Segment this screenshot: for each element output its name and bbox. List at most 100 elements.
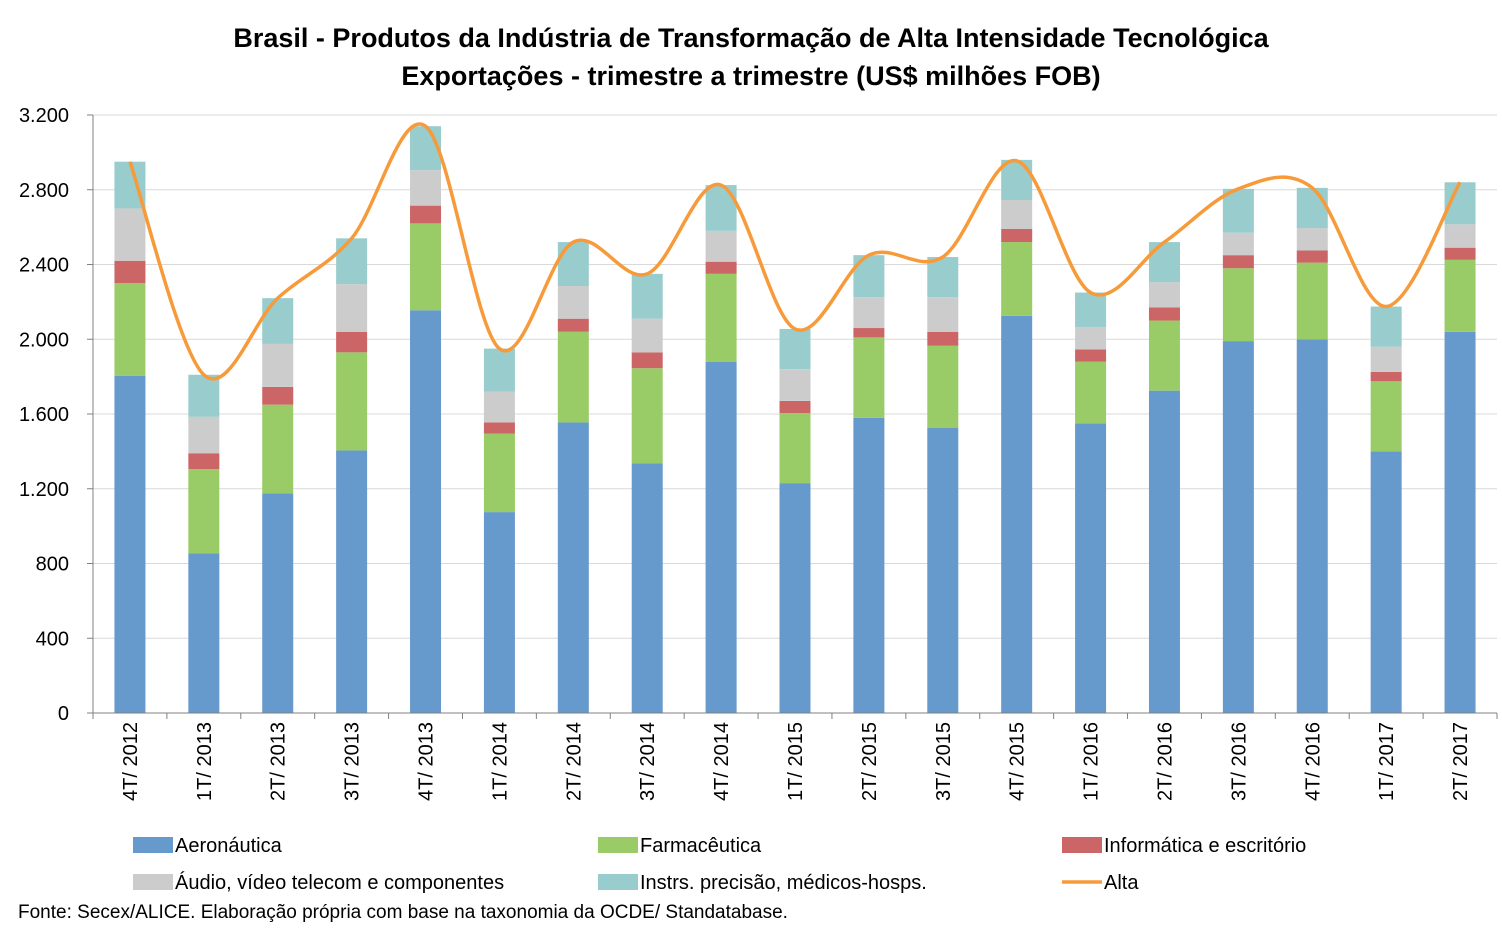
legend-swatch <box>133 874 173 890</box>
bar-segment <box>1075 423 1107 713</box>
bar-segment <box>114 260 146 284</box>
x-tick-label: 1T/ 2016 <box>1081 722 1103 801</box>
bar-segment <box>1222 341 1254 713</box>
bar-segment <box>557 422 589 713</box>
bar-segment <box>779 483 811 713</box>
bar-segment <box>1444 247 1476 260</box>
bar-segment <box>410 223 442 311</box>
bar-segment <box>557 285 589 319</box>
bar-segment <box>779 400 811 414</box>
bar-segment <box>1001 159 1033 201</box>
bar-segment <box>1370 346 1402 372</box>
x-tick-label: 3T/ 2014 <box>637 722 659 801</box>
bar-segment <box>262 298 294 344</box>
alta-line <box>128 122 1462 381</box>
x-tick-label: 4T/ 2015 <box>1007 722 1029 801</box>
bar-segment <box>336 331 368 353</box>
bar-segment <box>927 428 959 713</box>
bar-segment <box>927 257 959 298</box>
bar-segment <box>853 337 885 418</box>
bar-segment <box>114 375 146 713</box>
x-tick-label: 2T/ 2017 <box>1450 722 1472 801</box>
bar-segment <box>779 413 811 484</box>
x-tick-label: 2T/ 2014 <box>563 722 585 801</box>
bar-segment <box>410 126 442 171</box>
bar-segment <box>1296 187 1328 229</box>
bar-segment <box>483 433 515 513</box>
bar-segment <box>1075 349 1107 362</box>
bar-segment <box>927 331 959 346</box>
bar-segment <box>1370 451 1402 713</box>
chart-title: Brasil - Produtos da Indústria de Transf… <box>233 23 1269 53</box>
legend-swatch <box>1062 837 1102 853</box>
bar-segment <box>188 469 220 554</box>
bar-segment <box>1075 327 1107 350</box>
bar-segment <box>1296 228 1328 251</box>
bar-segment <box>557 242 589 286</box>
bar-segment <box>483 422 515 434</box>
x-tick-labels: 4T/ 2012 1T/ 2013 2T/ 2013 3T/ 2013 4T/ 2013… <box>120 722 1472 801</box>
y-tick-label: 2.000 <box>19 329 69 351</box>
bar-segment <box>1444 331 1476 713</box>
bar-segment <box>1370 306 1402 347</box>
y-tick-label: 1.600 <box>19 404 69 426</box>
bar-segment <box>1222 255 1254 269</box>
bar-segment <box>1444 224 1476 248</box>
y-tick-label: 1.200 <box>19 479 69 501</box>
bar-segment <box>336 238 368 285</box>
legend-swatch <box>133 837 173 853</box>
x-tick-label: 1T/ 2013 <box>194 722 216 801</box>
bar-segment <box>1148 242 1180 283</box>
bar-segment <box>557 318 589 332</box>
bar-segment <box>336 352 368 451</box>
bar-segment <box>262 343 294 387</box>
x-tick-label: 4T/ 2014 <box>711 722 733 801</box>
x-tick-label: 1T/ 2017 <box>1376 722 1398 801</box>
bar-segment <box>1444 259 1476 332</box>
x-tick-label: 1T/ 2015 <box>785 722 807 801</box>
bar-segment <box>557 331 589 423</box>
bar-segment <box>1370 381 1402 452</box>
y-tick-labels: 0 400 800 1.200 1.600 2.000 2.400 2.800 3.200 <box>19 105 69 725</box>
bar-segment <box>114 208 146 261</box>
bar-segment <box>705 273 737 362</box>
bar-segment <box>1001 242 1033 316</box>
bar-segment <box>410 170 442 206</box>
x-tick-label: 3T/ 2016 <box>1228 722 1250 801</box>
bar-segment <box>410 310 442 713</box>
legend-label: Áudio, vídeo telecom e componentes <box>175 871 504 894</box>
legend-label: Informática e escritório <box>1104 835 1306 857</box>
bar-segment <box>114 283 146 376</box>
legend-label: Farmacêutica <box>640 835 762 857</box>
x-tick-label: 4T/ 2012 <box>120 722 142 801</box>
bar-segment <box>705 261 737 274</box>
legend-label: Instrs. precisão, médicos-hosps. <box>640 872 927 894</box>
bar-segment <box>1222 188 1254 233</box>
bar-segment <box>1370 371 1402 382</box>
y-tick-label: 400 <box>36 628 69 650</box>
bar-segment <box>1001 315 1033 713</box>
bars <box>114 126 1476 713</box>
bar-segment <box>927 297 959 332</box>
bar-segment <box>336 284 368 332</box>
bar-segment <box>1222 268 1254 342</box>
bar-segment <box>705 361 737 713</box>
bar-segment <box>631 352 663 369</box>
bar-segment <box>336 450 368 713</box>
chart-subtitle: Exportações - trimestre a trimestre (US$… <box>401 61 1101 91</box>
bar-segment <box>483 391 515 423</box>
bar-segment <box>705 230 737 262</box>
bar-segment <box>262 386 294 405</box>
axes <box>92 115 1498 719</box>
y-tick-label: 3.200 <box>19 105 69 127</box>
bar-segment <box>631 318 663 353</box>
bar-segment <box>410 205 442 224</box>
legend-label: Aeronáutica <box>175 835 283 857</box>
y-tick-label: 2.800 <box>19 180 69 202</box>
bar-segment <box>1075 361 1107 424</box>
x-tick-label: 3T/ 2013 <box>342 722 364 801</box>
legend-swatch <box>598 837 638 853</box>
bar-segment <box>1001 200 1033 229</box>
bar-segment <box>1148 390 1180 713</box>
